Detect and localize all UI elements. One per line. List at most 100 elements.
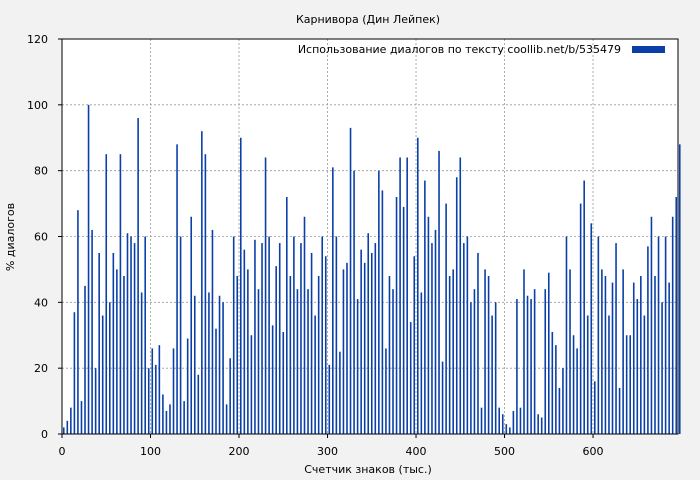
bar: [229, 358, 231, 434]
bar: [342, 269, 345, 434]
bar: [374, 243, 377, 434]
x-axis-label: Счетчик знаков (тыс.): [304, 463, 432, 476]
bar: [222, 302, 224, 434]
bar: [597, 236, 600, 434]
bar: [509, 427, 511, 434]
bar: [264, 157, 267, 434]
bar: [661, 302, 663, 434]
bar: [583, 180, 585, 434]
bar: [271, 325, 274, 434]
bar: [346, 262, 348, 434]
bar: [186, 338, 189, 434]
bar: [409, 322, 412, 434]
bar: [643, 315, 646, 434]
bar: [243, 249, 246, 434]
x-tick-label: 0: [59, 445, 66, 458]
bar: [629, 335, 632, 434]
bar: [151, 348, 154, 434]
bar: [278, 243, 281, 434]
bar: [261, 243, 263, 434]
bar: [640, 276, 642, 434]
bar: [289, 276, 292, 434]
bar: [179, 236, 182, 434]
bar: [116, 269, 118, 434]
bar: [455, 177, 458, 434]
bar: [201, 131, 203, 434]
bar: [413, 256, 416, 434]
bar: [282, 331, 285, 434]
bar: [477, 252, 479, 434]
axis-ticks: 0 20 40 60 80 100 120 0 100 200 300 400 500 600: [27, 33, 604, 458]
bar: [544, 289, 547, 434]
bar: [470, 302, 472, 434]
bar: [611, 282, 614, 434]
bar: [540, 417, 543, 434]
bar: [650, 216, 653, 434]
bar: [321, 236, 324, 434]
bar: [80, 401, 83, 434]
bar: [445, 203, 447, 434]
x-tick-label: 100: [140, 445, 161, 458]
bar: [215, 328, 217, 434]
bar: [66, 420, 69, 434]
legend-swatch: [632, 46, 665, 53]
bar: [197, 374, 200, 434]
bar: [434, 229, 437, 434]
y-tick-label: 100: [27, 99, 48, 112]
bar: [590, 223, 593, 434]
y-tick-label: 120: [27, 33, 48, 46]
bar: [360, 249, 362, 434]
bar: [378, 170, 380, 434]
bar: [625, 335, 628, 434]
bar: [105, 154, 108, 435]
bar: [466, 236, 469, 434]
y-axis-label: % диалогов: [4, 203, 17, 271]
bar: [664, 236, 667, 434]
bar: [381, 190, 384, 434]
bar: [484, 269, 486, 434]
bar: [101, 315, 104, 434]
y-tick-label: 80: [34, 165, 48, 178]
bar: [537, 414, 539, 434]
bar: [431, 243, 433, 434]
bar: [239, 137, 242, 434]
bar: [112, 252, 115, 434]
x-tick-label: 200: [229, 445, 250, 458]
bar: [204, 154, 207, 435]
bar: [678, 144, 681, 435]
bar: [211, 229, 214, 434]
bar: [392, 289, 394, 434]
x-tick-label: 600: [583, 445, 604, 458]
bar: [519, 407, 522, 434]
bar: [526, 295, 529, 434]
bar: [183, 401, 185, 434]
bar: [172, 348, 175, 434]
bar: [555, 345, 557, 434]
bar: [314, 315, 316, 434]
bar: [130, 236, 132, 434]
bar: [572, 335, 575, 434]
bar: [126, 233, 129, 434]
bar: [441, 361, 444, 434]
x-tick-label: 300: [317, 445, 338, 458]
bar: [448, 276, 451, 434]
bar: [565, 236, 568, 434]
bar: [608, 315, 610, 434]
bar: [62, 427, 65, 434]
bar: [190, 216, 193, 434]
bar: [579, 203, 582, 434]
bar: [236, 276, 239, 434]
bar: [324, 256, 327, 434]
bar: [516, 299, 518, 434]
bar: [647, 246, 649, 434]
bar: [671, 216, 674, 434]
bar: [438, 150, 440, 434]
bar: [147, 368, 150, 434]
bar: [569, 269, 571, 434]
bar: [399, 157, 401, 434]
bar: [250, 335, 253, 434]
bar: [487, 276, 490, 434]
bar: [155, 364, 157, 434]
bar: [108, 302, 111, 434]
